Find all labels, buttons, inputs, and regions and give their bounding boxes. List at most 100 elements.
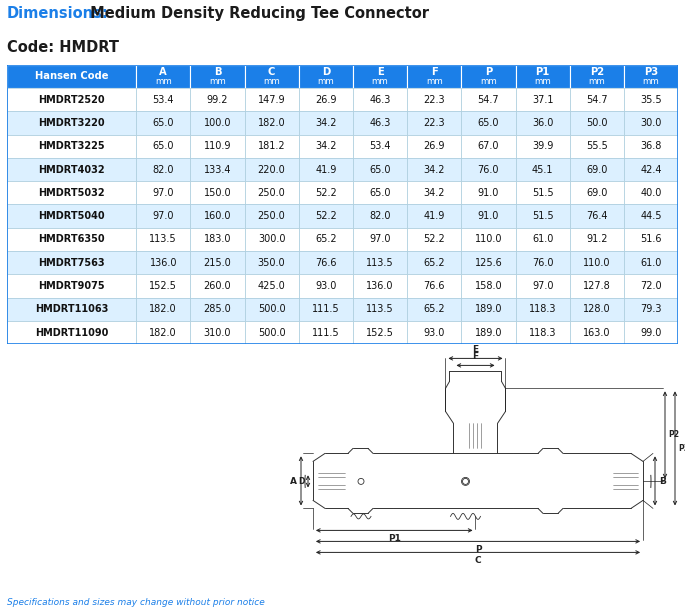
Text: 22.3: 22.3 bbox=[423, 118, 445, 128]
Text: 55.5: 55.5 bbox=[586, 141, 608, 151]
Text: 125.6: 125.6 bbox=[475, 258, 502, 268]
Text: 69.0: 69.0 bbox=[586, 188, 608, 198]
Text: Medium Density Reducing Tee Connector: Medium Density Reducing Tee Connector bbox=[86, 6, 429, 21]
Text: 300.0: 300.0 bbox=[258, 234, 286, 245]
Text: HMDRT2520: HMDRT2520 bbox=[38, 95, 105, 105]
Text: P3: P3 bbox=[644, 67, 658, 77]
FancyBboxPatch shape bbox=[7, 251, 136, 274]
Text: F: F bbox=[473, 352, 479, 362]
Text: HMDRT5032: HMDRT5032 bbox=[38, 188, 105, 198]
Text: P: P bbox=[485, 67, 492, 77]
Text: 45.1: 45.1 bbox=[532, 164, 553, 175]
FancyBboxPatch shape bbox=[7, 181, 136, 205]
FancyBboxPatch shape bbox=[299, 204, 353, 228]
FancyBboxPatch shape bbox=[461, 88, 516, 111]
Text: 220.0: 220.0 bbox=[258, 164, 286, 175]
Text: 127.8: 127.8 bbox=[583, 281, 611, 291]
Text: 100.0: 100.0 bbox=[203, 118, 231, 128]
Text: 52.2: 52.2 bbox=[315, 188, 337, 198]
FancyBboxPatch shape bbox=[190, 251, 245, 274]
FancyBboxPatch shape bbox=[136, 111, 190, 135]
FancyBboxPatch shape bbox=[353, 298, 407, 321]
FancyBboxPatch shape bbox=[570, 274, 624, 298]
FancyBboxPatch shape bbox=[245, 88, 299, 111]
Text: 79.3: 79.3 bbox=[640, 304, 662, 314]
FancyBboxPatch shape bbox=[407, 251, 461, 274]
Text: 51.5: 51.5 bbox=[532, 211, 553, 221]
Text: 65.0: 65.0 bbox=[369, 164, 390, 175]
Text: 93.0: 93.0 bbox=[315, 281, 336, 291]
FancyBboxPatch shape bbox=[190, 274, 245, 298]
Text: 111.5: 111.5 bbox=[312, 328, 340, 338]
Text: 152.5: 152.5 bbox=[149, 281, 177, 291]
Text: 34.2: 34.2 bbox=[423, 188, 445, 198]
Text: 183.0: 183.0 bbox=[203, 234, 231, 245]
Text: 72.0: 72.0 bbox=[640, 281, 662, 291]
Text: 76.0: 76.0 bbox=[477, 164, 499, 175]
Text: 260.0: 260.0 bbox=[203, 281, 232, 291]
FancyBboxPatch shape bbox=[136, 251, 190, 274]
FancyBboxPatch shape bbox=[299, 158, 353, 181]
Text: 93.0: 93.0 bbox=[423, 328, 445, 338]
FancyBboxPatch shape bbox=[190, 298, 245, 321]
Text: 97.0: 97.0 bbox=[153, 188, 174, 198]
FancyBboxPatch shape bbox=[516, 228, 570, 251]
Text: 30.0: 30.0 bbox=[640, 118, 662, 128]
FancyBboxPatch shape bbox=[624, 65, 678, 88]
Text: mm: mm bbox=[372, 77, 388, 86]
FancyBboxPatch shape bbox=[299, 88, 353, 111]
Text: 111.5: 111.5 bbox=[312, 304, 340, 314]
Text: 500.0: 500.0 bbox=[258, 328, 286, 338]
FancyBboxPatch shape bbox=[353, 181, 407, 205]
Text: 42.4: 42.4 bbox=[640, 164, 662, 175]
FancyBboxPatch shape bbox=[570, 204, 624, 228]
Text: 26.9: 26.9 bbox=[423, 141, 445, 151]
FancyBboxPatch shape bbox=[407, 88, 461, 111]
Text: 91.0: 91.0 bbox=[477, 211, 499, 221]
FancyBboxPatch shape bbox=[624, 251, 678, 274]
Text: 158.0: 158.0 bbox=[475, 281, 502, 291]
FancyBboxPatch shape bbox=[245, 135, 299, 158]
FancyBboxPatch shape bbox=[353, 111, 407, 135]
FancyBboxPatch shape bbox=[407, 298, 461, 321]
Text: 51.5: 51.5 bbox=[532, 188, 553, 198]
Text: mm: mm bbox=[263, 77, 280, 86]
FancyBboxPatch shape bbox=[136, 298, 190, 321]
FancyBboxPatch shape bbox=[624, 181, 678, 205]
FancyBboxPatch shape bbox=[461, 298, 516, 321]
Text: 215.0: 215.0 bbox=[203, 258, 232, 268]
Text: Specifications and sizes may change without prior notice: Specifications and sizes may change with… bbox=[7, 598, 264, 607]
Text: HMDRT4032: HMDRT4032 bbox=[38, 164, 105, 175]
Text: 91.2: 91.2 bbox=[586, 234, 608, 245]
Text: 500.0: 500.0 bbox=[258, 304, 286, 314]
Text: 118.3: 118.3 bbox=[529, 304, 556, 314]
Text: 35.5: 35.5 bbox=[640, 95, 662, 105]
Text: 40.0: 40.0 bbox=[640, 188, 662, 198]
Text: mm: mm bbox=[317, 77, 334, 86]
FancyBboxPatch shape bbox=[190, 135, 245, 158]
Text: 53.4: 53.4 bbox=[369, 141, 390, 151]
Text: 285.0: 285.0 bbox=[203, 304, 232, 314]
Text: Code: HMDRT: Code: HMDRT bbox=[7, 40, 119, 55]
Text: 36.8: 36.8 bbox=[640, 141, 662, 151]
FancyBboxPatch shape bbox=[353, 158, 407, 181]
FancyBboxPatch shape bbox=[299, 298, 353, 321]
FancyBboxPatch shape bbox=[461, 111, 516, 135]
Text: HMDRT9075: HMDRT9075 bbox=[38, 281, 105, 291]
FancyBboxPatch shape bbox=[570, 65, 624, 88]
Text: 67.0: 67.0 bbox=[477, 141, 499, 151]
FancyBboxPatch shape bbox=[190, 111, 245, 135]
FancyBboxPatch shape bbox=[407, 321, 461, 344]
Text: 110.0: 110.0 bbox=[475, 234, 502, 245]
FancyBboxPatch shape bbox=[624, 298, 678, 321]
FancyBboxPatch shape bbox=[136, 181, 190, 205]
FancyBboxPatch shape bbox=[190, 204, 245, 228]
FancyBboxPatch shape bbox=[461, 251, 516, 274]
Text: 65.0: 65.0 bbox=[153, 118, 174, 128]
FancyBboxPatch shape bbox=[516, 321, 570, 344]
FancyBboxPatch shape bbox=[190, 88, 245, 111]
FancyBboxPatch shape bbox=[245, 65, 299, 88]
FancyBboxPatch shape bbox=[570, 88, 624, 111]
Text: 44.5: 44.5 bbox=[640, 211, 662, 221]
FancyBboxPatch shape bbox=[245, 158, 299, 181]
